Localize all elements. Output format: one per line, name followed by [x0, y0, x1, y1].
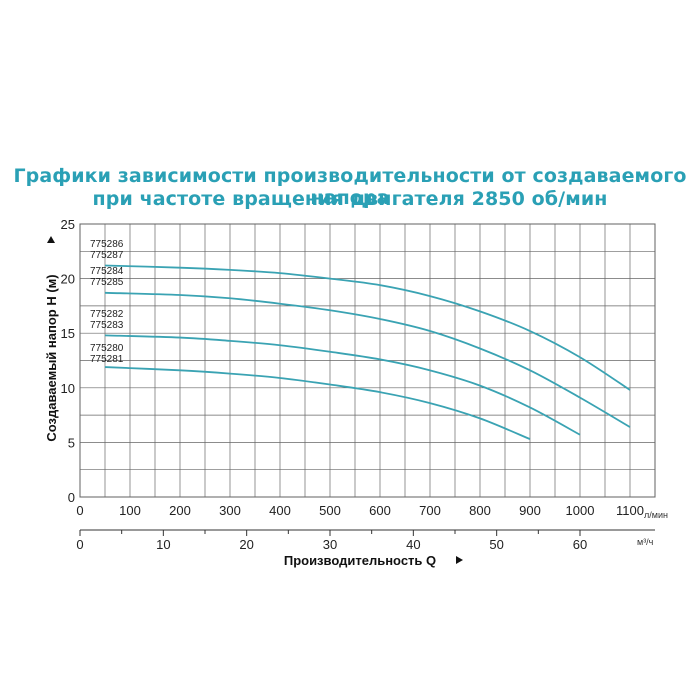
- series-label: 775282: [90, 309, 124, 320]
- x-tick-label: 800: [469, 503, 491, 518]
- grid-group: [79, 223, 656, 498]
- series-line: [104, 366, 531, 440]
- series-line: [104, 291, 631, 428]
- x2-axis-group: 0 10 20 30 40 50 60: [76, 529, 655, 552]
- series-label: 775286: [90, 239, 124, 250]
- x-tick-label: 0: [76, 503, 83, 518]
- x-tick-label: 1000: [566, 503, 595, 518]
- series-line: [104, 264, 631, 391]
- chart-title-line-2: при частоте вращения двигателя 2850 об/м…: [92, 188, 608, 210]
- x2-tick-label: 40: [406, 537, 420, 552]
- series-group: [104, 264, 631, 440]
- x-tick-label: 700: [419, 503, 441, 518]
- y-axis-label-group: Создаваемый напор H (м): [44, 274, 59, 441]
- series-line: [104, 334, 581, 436]
- x-tick-label: 500: [319, 503, 341, 518]
- x-tick-label: 200: [169, 503, 191, 518]
- series-label: 775281: [90, 354, 124, 365]
- y-tick-label: 0: [68, 490, 75, 505]
- y-tick-label: 20: [61, 272, 75, 287]
- x2-tick-label: 0: [76, 537, 83, 552]
- x-tick-label: 300: [219, 503, 241, 518]
- x-tick-label: 900: [519, 503, 541, 518]
- series-label: 775280: [90, 343, 124, 354]
- x2-tick-label: 30: [323, 537, 337, 552]
- chart-title-line-1: Графики зависимости производительности о…: [13, 165, 687, 209]
- x-tick-label: 400: [269, 503, 291, 518]
- x-axis-label: Производительность Q: [284, 553, 436, 568]
- x-unit-secondary: м³/ч: [637, 537, 654, 547]
- x2-tick-label: 10: [156, 537, 170, 552]
- x2-tick-label: 20: [239, 537, 253, 552]
- x-tick-label: 600: [369, 503, 391, 518]
- x2-tick-label: 50: [489, 537, 503, 552]
- x-tick-label: 1100: [616, 503, 644, 518]
- series-label: 775287: [90, 250, 124, 261]
- x-tick-label: 100: [119, 503, 141, 518]
- y-tick-label: 10: [61, 381, 75, 396]
- y-tick-label: 15: [61, 326, 75, 341]
- y-ticks-group: 0 5 10 15 20 25: [61, 217, 75, 505]
- series-label: 775283: [90, 320, 124, 331]
- y-tick-label: 5: [68, 435, 75, 450]
- series-label: 775285: [90, 277, 124, 288]
- series-label: 775284: [90, 266, 124, 277]
- y-tick-label: 25: [61, 217, 75, 232]
- y-axis-arrow-icon: [47, 236, 55, 243]
- x-axis-arrow-icon: [456, 556, 463, 564]
- x-unit-primary: л/мин: [644, 510, 668, 520]
- x2-tick-label: 60: [573, 537, 587, 552]
- y-axis-label: Создаваемый напор H (м): [44, 274, 59, 441]
- x-ticks-group: 0 100 200 300 400 500 600 700 800 900 1000 1100: [76, 503, 644, 518]
